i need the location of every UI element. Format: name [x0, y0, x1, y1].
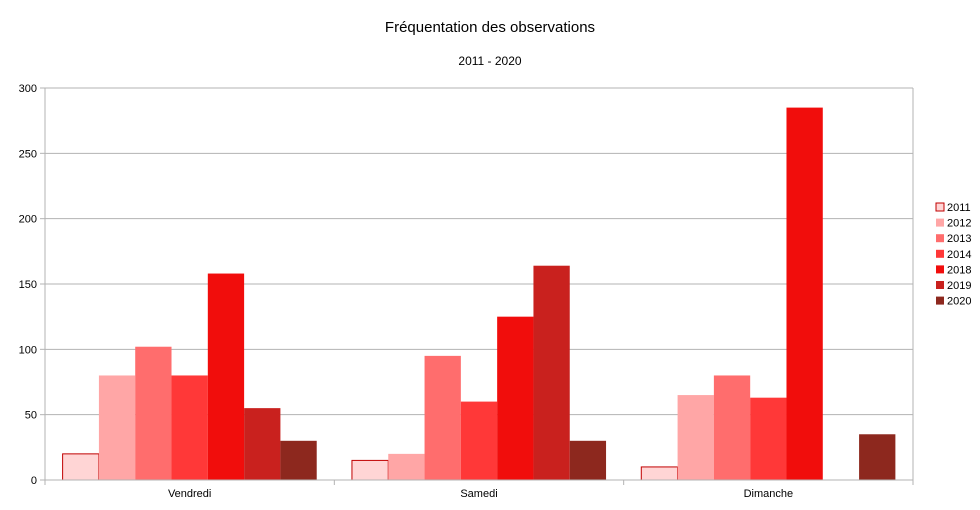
bar-2020-samedi	[569, 440, 607, 480]
bar-2013-dimanche	[713, 375, 751, 480]
legend-label-2019: 2019	[947, 280, 971, 292]
bar-2019-vendredi	[244, 408, 281, 480]
bar-2012-dimanche	[677, 395, 714, 480]
bar-2012-samedi	[388, 453, 425, 480]
bar-2013-vendredi	[135, 346, 172, 480]
legend-label-2014: 2014	[947, 249, 971, 261]
legend-swatch-2011	[935, 202, 945, 212]
bar-2012-vendredi	[98, 375, 136, 480]
bar-2018-vendredi	[207, 273, 245, 480]
bar-2018-samedi	[497, 316, 534, 480]
legend-swatch-2018	[936, 265, 944, 274]
chart-title: Fréquentation des observations	[385, 19, 595, 36]
bar-2014-dimanche	[750, 397, 787, 480]
x-tick-label: Dimanche	[744, 488, 794, 500]
legend: 2011 2012 2013 2014 2018 2019 2020	[935, 202, 971, 308]
y-tick-label: 50	[25, 410, 37, 422]
legend-swatch-2012	[936, 218, 944, 227]
bar-2019-samedi	[533, 265, 570, 480]
legend-swatch-2013	[936, 234, 944, 243]
bar-2020-dimanche	[859, 434, 896, 480]
y-tick-label: 150	[19, 279, 37, 291]
y-tick-label: 300	[19, 83, 37, 95]
legend-swatch-2014	[936, 249, 944, 258]
bar-2014-vendredi	[171, 375, 208, 480]
y-tick-label: 0	[31, 475, 37, 487]
legend-label-2020: 2020	[947, 296, 971, 308]
chart-subtitle: 2011 - 2020	[458, 54, 521, 68]
x-tick-label: Vendredi	[168, 488, 211, 500]
axes: 0 50 100 150 200 250 300 Vendredi Samedi Dimanche	[19, 83, 914, 500]
y-tick-label: 200	[19, 214, 37, 226]
bar-2018-dimanche	[786, 107, 823, 480]
legend-label-2018: 2018	[947, 264, 971, 276]
bar-2011-samedi	[351, 459, 389, 481]
legend-label-2013: 2013	[947, 233, 971, 245]
legend-swatch-2020	[936, 296, 944, 305]
y-tick-label: 250	[19, 148, 37, 160]
bar-2014-samedi	[460, 401, 498, 480]
bar-2011-vendredi	[62, 453, 100, 481]
bar-2011-dimanche	[640, 466, 679, 481]
legend-swatch-2019	[936, 281, 944, 289]
bar-2020-vendredi	[280, 440, 317, 480]
legend-label-2012: 2012	[947, 218, 971, 230]
legend-label-2011: 2011	[947, 202, 971, 214]
bars	[62, 107, 896, 481]
y-tick-label: 100	[19, 344, 37, 356]
grid-lines	[45, 87, 913, 416]
x-tick-label: Samedi	[460, 488, 497, 500]
bar-2013-samedi	[424, 355, 461, 480]
